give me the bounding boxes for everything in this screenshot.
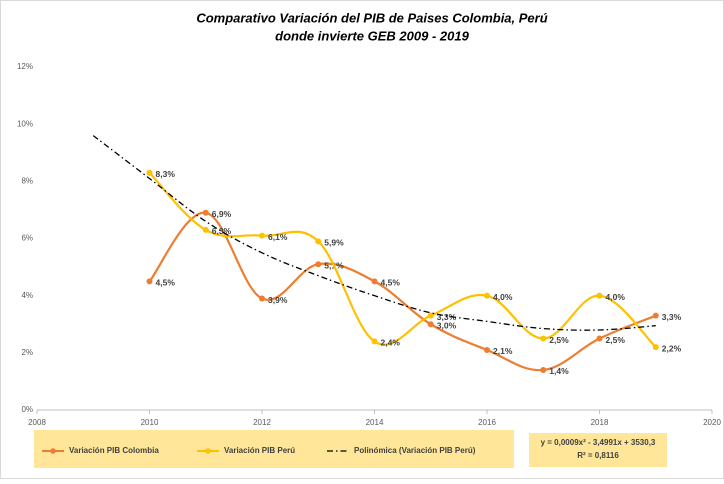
data-label: 4,5%: [381, 278, 401, 288]
y-tick-label: 12%: [17, 62, 33, 71]
data-label: 2,5%: [606, 335, 626, 345]
data-label: 2,5%: [549, 335, 569, 345]
series-line: [148, 211, 657, 372]
data-label: 4,5%: [156, 278, 176, 288]
data-point: [596, 292, 603, 299]
data-point: [427, 312, 434, 319]
data-point: [259, 295, 265, 302]
y-tick-label: 8%: [21, 176, 33, 185]
data-point: [315, 238, 322, 245]
legend-marker: [50, 448, 56, 454]
data-point: [202, 209, 209, 216]
data-label: 4,0%: [606, 292, 626, 302]
data-point: [596, 335, 603, 342]
y-tick-label: 0%: [21, 405, 33, 414]
data-label: 6,3%: [212, 226, 232, 236]
series-line: [148, 171, 657, 348]
y-tick-label: 4%: [21, 291, 33, 300]
data-label: 3,3%: [662, 312, 682, 322]
legend-label: Variación PIB Colombia: [69, 446, 159, 455]
equation: R² = 0,8116: [577, 451, 619, 460]
data-point: [540, 366, 547, 373]
x-tick-label: 2012: [253, 418, 271, 427]
data-label: 5,9%: [324, 238, 344, 248]
x-tick-label: 2018: [591, 418, 609, 427]
legend-label: Polinómica (Variación PIB Perú): [354, 446, 476, 455]
data-point: [146, 169, 153, 176]
series-line: [92, 135, 656, 331]
data-label: 2,1%: [493, 346, 513, 356]
data-label: 3,3%: [437, 312, 457, 322]
x-tick-label: 2008: [28, 418, 46, 427]
data-point: [652, 312, 659, 319]
data-point: [652, 344, 659, 351]
data-point: [146, 278, 153, 285]
equation: y = 0,0009x² - 3,4991x + 3530,3: [541, 438, 656, 447]
legend-label: Variación PIB Perú: [224, 446, 295, 455]
data-point: [540, 335, 547, 342]
data-label: 8,3%: [156, 169, 176, 179]
data-label: 1,4%: [549, 366, 569, 376]
data-label: 3,9%: [268, 295, 288, 305]
x-tick-label: 2016: [478, 418, 496, 427]
data-point: [259, 232, 265, 239]
legend-marker: [205, 448, 211, 454]
x-tick-label: 2014: [366, 418, 384, 427]
data-point: [371, 278, 378, 285]
data-label: 2,4%: [381, 338, 401, 348]
data-label: 4,0%: [493, 292, 513, 302]
data-label: 2,2%: [662, 343, 682, 353]
chart-title: donde invierte GEB 2009 - 2019: [275, 28, 469, 43]
y-tick-label: 6%: [21, 234, 33, 243]
y-tick-label: 10%: [17, 119, 33, 128]
legend-box: [34, 430, 514, 468]
data-point: [202, 226, 209, 233]
chart-title: Comparativo Variación del PIB de Paises …: [196, 10, 547, 25]
data-label: 3,0%: [437, 321, 457, 331]
data-point: [484, 346, 490, 353]
y-tick-label: 2%: [21, 348, 33, 357]
data-point: [371, 338, 378, 345]
data-point: [427, 321, 434, 328]
x-tick-label: 2020: [703, 418, 721, 427]
equation-box: [529, 433, 667, 467]
data-point: [315, 261, 322, 268]
data-label: 6,9%: [212, 209, 232, 219]
x-tick-label: 2010: [141, 418, 159, 427]
data-point: [484, 292, 490, 299]
data-label: 6,1%: [268, 232, 288, 242]
